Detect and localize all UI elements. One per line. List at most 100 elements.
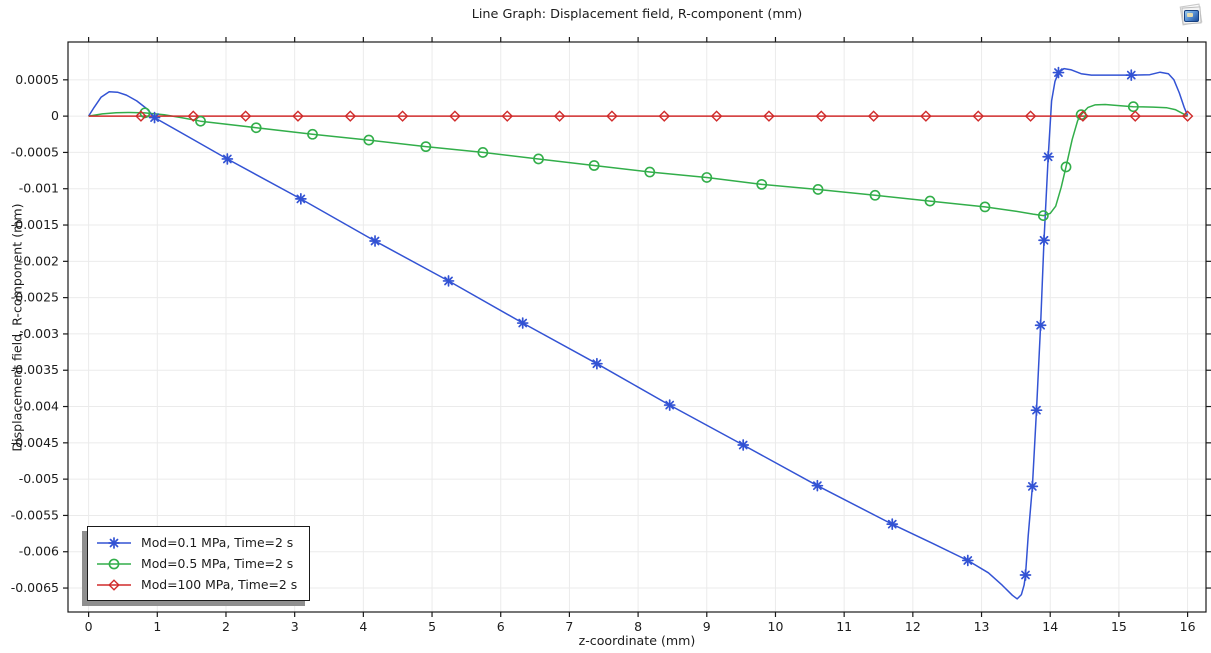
y-tick-label: 0.0005 <box>15 72 59 87</box>
diamond-marker <box>292 110 304 122</box>
y-tick-label: -0.0015 <box>11 217 59 232</box>
circle-marker <box>363 134 375 146</box>
diamond-marker <box>239 110 252 122</box>
x-tick-label: 5 <box>428 619 436 634</box>
x-tick-label: 2 <box>222 619 230 634</box>
circle-marker <box>812 184 824 195</box>
y-tick-label: -0.006 <box>19 544 59 559</box>
asterisk-marker <box>961 554 974 567</box>
y-tick-label: -0.002 <box>19 253 59 268</box>
x-tick-label: 15 <box>1111 619 1127 634</box>
diamond-marker <box>710 110 723 122</box>
series-line <box>88 103 1188 217</box>
asterisk-marker <box>737 439 750 451</box>
asterisk-marker <box>1125 69 1138 81</box>
legend-item: Mod=0.1 MPa, Time=2 s <box>94 532 309 553</box>
legend: Mod=0.1 MPa, Time=2 s Mod=0.5 MPa, Time=… <box>87 526 310 601</box>
legend-label: Mod=0.1 MPa, Time=2 s <box>141 535 294 550</box>
diamond-marker <box>501 110 514 122</box>
diamond-marker <box>1129 110 1142 122</box>
asterisk-marker <box>1042 150 1055 163</box>
diamond-marker <box>763 110 775 122</box>
plot-title: Line Graph: Displacement field, R-compon… <box>471 7 803 22</box>
plot-border <box>67 41 1207 613</box>
legend-sample-asterisk-icon <box>97 536 131 549</box>
x-axis-label: z-coordinate (mm) <box>578 633 696 648</box>
y-tick-label: -0.0045 <box>11 435 59 450</box>
asterisk-marker <box>442 275 455 287</box>
circle-marker <box>979 201 991 213</box>
circle-marker <box>756 178 768 190</box>
y-tick-label: 0 <box>51 108 59 123</box>
circle-marker <box>1127 101 1139 113</box>
asterisk-marker <box>1030 404 1043 417</box>
y-axis-label: Displacement field, R-component (mm) <box>9 203 25 452</box>
legend-sample-diamond-icon <box>97 578 131 591</box>
circle-marker <box>420 141 432 153</box>
x-tick-label: 11 <box>836 619 852 634</box>
circle-marker <box>195 115 206 127</box>
asterisk-marker <box>516 317 529 329</box>
asterisk-marker <box>1034 319 1047 332</box>
diamond-marker <box>553 110 566 122</box>
circle-marker <box>869 189 881 201</box>
legend-label: Mod=100 MPa, Time=2 s <box>141 577 298 592</box>
x-tick-label: 1 <box>153 619 161 634</box>
circle-marker <box>701 172 713 183</box>
circle-marker <box>533 153 544 165</box>
asterisk-marker <box>1052 66 1065 79</box>
asterisk-marker <box>591 357 603 370</box>
x-tick-label: 14 <box>1042 619 1058 634</box>
asterisk-marker <box>663 399 676 411</box>
asterisk-marker <box>148 111 161 124</box>
y-tick-label: -0.0025 <box>11 290 59 305</box>
diamond-marker <box>135 110 147 122</box>
legend-item: Mod=0.5 MPa, Time=2 s <box>94 553 309 574</box>
asterisk-marker <box>811 479 824 492</box>
y-tick-label: -0.0055 <box>11 507 59 522</box>
diamond-marker <box>815 110 828 122</box>
circle-marker <box>1060 161 1072 173</box>
diamond-marker <box>1181 110 1194 122</box>
x-tick-label: 0 <box>85 619 93 634</box>
diamond-marker <box>344 110 357 122</box>
circle-marker <box>250 122 262 134</box>
y-tick-label: -0.0065 <box>11 580 59 595</box>
x-tick-label: 6 <box>497 619 505 634</box>
asterisk-marker <box>1038 234 1050 247</box>
legend-sample-circle-icon <box>97 558 131 569</box>
x-tick-label: 13 <box>974 619 990 634</box>
diamond-marker <box>658 110 671 122</box>
diamond-marker <box>972 110 985 122</box>
asterisk-marker <box>886 518 899 531</box>
asterisk-marker <box>369 235 381 247</box>
asterisk-marker <box>1019 569 1032 581</box>
x-tick-label: 3 <box>291 619 299 634</box>
diamond-marker <box>187 110 200 122</box>
asterisk-marker <box>221 153 234 165</box>
asterisk-marker <box>294 193 307 205</box>
circle-marker <box>588 160 600 171</box>
circle-marker <box>307 128 318 140</box>
circle-marker <box>1037 210 1049 221</box>
circle-marker <box>477 147 489 158</box>
x-tick-label: 10 <box>768 619 784 634</box>
diamond-marker <box>920 110 932 122</box>
circle-marker <box>644 166 656 178</box>
diamond-marker <box>1024 110 1037 122</box>
y-tick-label: -0.001 <box>19 181 59 196</box>
diamond-marker <box>606 110 618 122</box>
diamond-marker <box>1077 110 1089 122</box>
legend-item: Mod=100 MPa, Time=2 s <box>94 574 309 595</box>
plot-thumbnail-icon <box>1178 3 1204 27</box>
diamond-marker <box>449 110 461 122</box>
x-tick-label: 16 <box>1180 619 1196 634</box>
asterisk-marker <box>108 536 120 549</box>
y-tick-label: -0.004 <box>19 399 59 414</box>
diamond-marker <box>867 110 880 122</box>
x-tick-label: 9 <box>703 619 711 634</box>
legend-label: Mod=0.5 MPa, Time=2 s <box>141 556 294 571</box>
y-tick-label: -0.003 <box>19 326 59 341</box>
